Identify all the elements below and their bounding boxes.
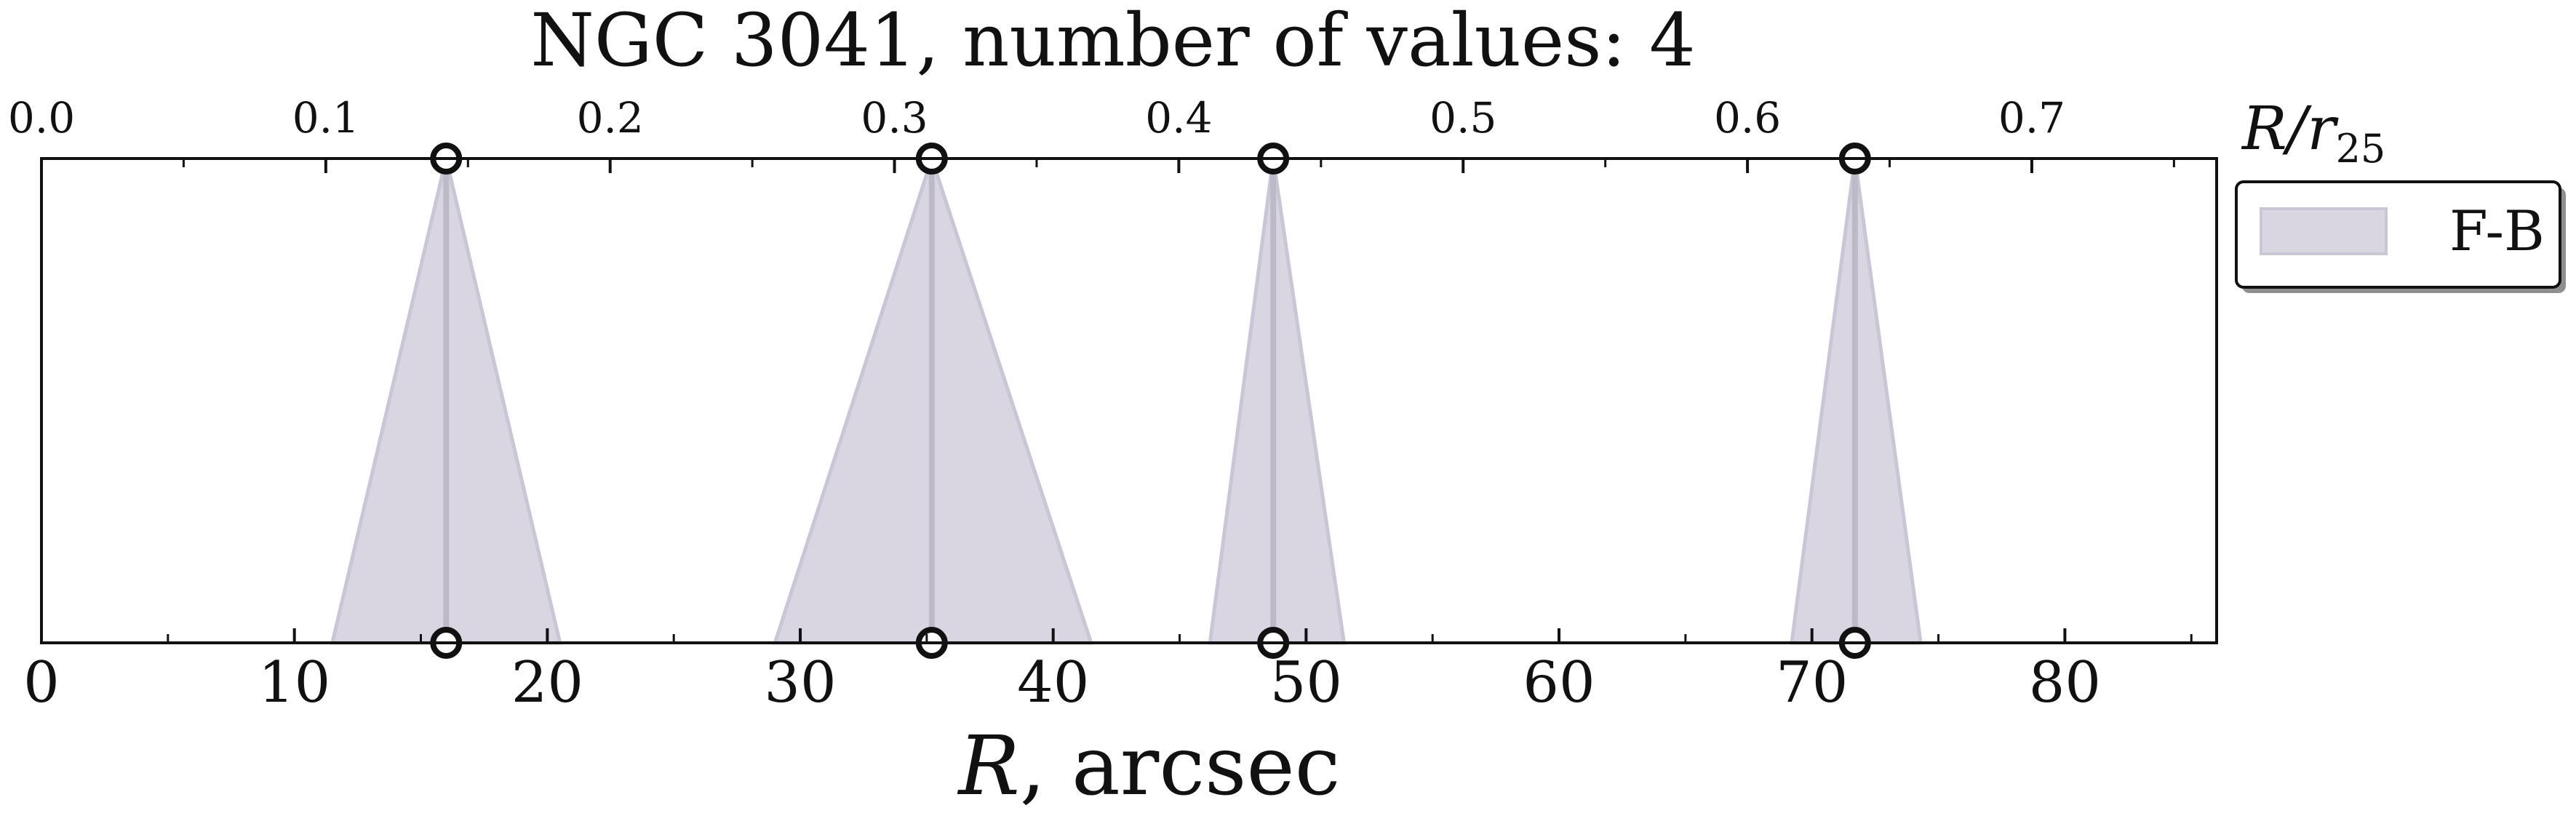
top-axis-label-main: R/r [2241,95,2339,164]
top-axis: 0.0 0.1 0.2 0.3 0.4 0.5 0.6 0.7 [8,93,2175,173]
top-axis-label-sub: 25 [2336,126,2386,172]
bottom-tick-label-1: 10 [258,650,330,716]
top-tick-label-1: 0.1 [292,93,359,143]
bottom-tick-label-0: 0 [23,650,60,716]
x-label-unit: , arcsec [1020,719,1341,814]
bottom-axis: 0 10 20 30 40 50 60 70 80 [23,628,2193,716]
bottom-tick-label-8: 80 [2029,650,2101,716]
legend-label: F-B [2449,199,2545,263]
svg-text:R, arcsec: R, arcsec [957,719,1340,814]
bottom-tick-label-5: 50 [1270,650,1342,716]
top-tick-label-2: 0.2 [577,93,644,143]
legend: F-B [2235,180,2566,293]
top-tick-label-4: 0.4 [1145,93,1212,143]
plot-frame [40,157,2218,644]
top-tick-label-3: 0.3 [861,93,928,143]
x-label-bottom: R, arcsec [957,719,1340,814]
x-label-main: R [957,719,1019,814]
bottom-tick-label-2: 20 [511,650,583,716]
bottom-tick-label-4: 40 [1017,650,1089,716]
bottom-tick-label-7: 70 [1776,650,1848,716]
bottom-tick-label-6: 60 [1523,650,1595,716]
legend-swatch [2260,207,2388,255]
top-axis-label: R/r25 [2241,95,2385,172]
top-tick-label-6: 0.6 [1714,93,1781,143]
bottom-tick-label-3: 30 [764,650,836,716]
svg-text:R/r25: R/r25 [2241,95,2385,172]
top-tick-label-0: 0.0 [8,93,75,143]
top-tick-label-7: 0.7 [1998,93,2065,143]
top-tick-label-5: 0.5 [1429,93,1496,143]
chart-title: NGC 3041, number of values: 4 [530,0,1695,83]
plot-layer [330,143,1923,659]
